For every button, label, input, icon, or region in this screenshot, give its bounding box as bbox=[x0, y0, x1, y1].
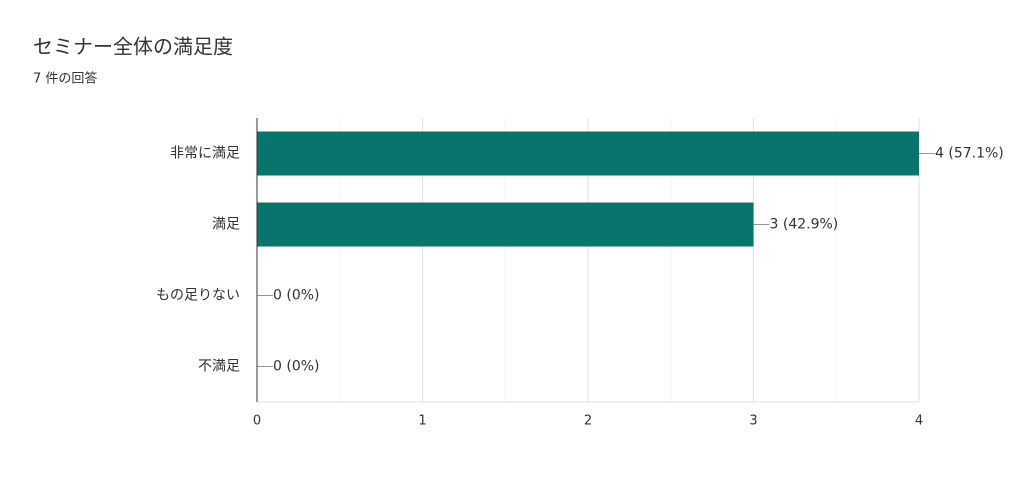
y-tick-label: もの足りない bbox=[156, 288, 240, 304]
value-label: 0 (0%) bbox=[273, 288, 320, 304]
x-tick-label: 2 bbox=[584, 414, 592, 429]
x-tick-label: 4 bbox=[915, 414, 923, 429]
chart-subtitle: 7 件の回答 bbox=[33, 71, 97, 87]
value-label: 3 (42.9%) bbox=[770, 217, 839, 233]
x-tick-label: 0 bbox=[253, 414, 261, 429]
value-label: 4 (57.1%) bbox=[935, 146, 1004, 162]
bar bbox=[257, 131, 919, 176]
y-tick-label: 満足 bbox=[212, 217, 240, 233]
bar bbox=[257, 202, 754, 247]
chart-title: セミナー全体の満足度 bbox=[33, 35, 233, 59]
value-label: 0 (0%) bbox=[273, 359, 320, 375]
x-tick-label: 3 bbox=[749, 414, 757, 429]
y-tick-label: 不満足 bbox=[198, 359, 240, 375]
y-tick-label: 非常に満足 bbox=[170, 146, 240, 162]
x-tick-label: 1 bbox=[418, 414, 426, 429]
